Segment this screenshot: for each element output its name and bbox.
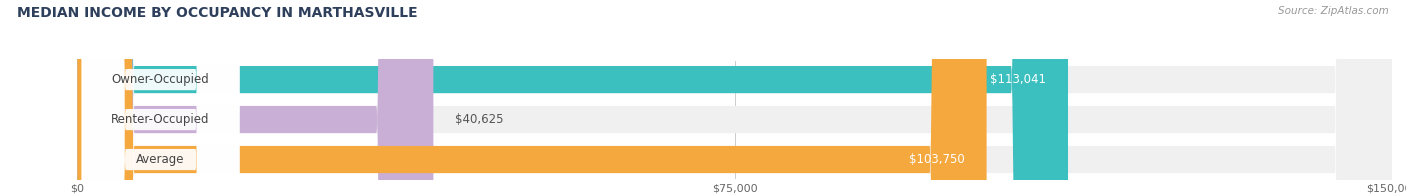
Text: $113,041: $113,041 <box>990 73 1046 86</box>
FancyBboxPatch shape <box>77 0 433 196</box>
FancyBboxPatch shape <box>82 0 239 196</box>
Text: $103,750: $103,750 <box>908 153 965 166</box>
FancyBboxPatch shape <box>77 0 1392 196</box>
Text: Average: Average <box>136 153 184 166</box>
Text: Renter-Occupied: Renter-Occupied <box>111 113 209 126</box>
FancyBboxPatch shape <box>77 0 1392 196</box>
FancyBboxPatch shape <box>77 0 1392 196</box>
Text: Source: ZipAtlas.com: Source: ZipAtlas.com <box>1278 6 1389 16</box>
Text: Owner-Occupied: Owner-Occupied <box>111 73 209 86</box>
Text: $40,625: $40,625 <box>456 113 503 126</box>
Text: MEDIAN INCOME BY OCCUPANCY IN MARTHASVILLE: MEDIAN INCOME BY OCCUPANCY IN MARTHASVIL… <box>17 6 418 20</box>
FancyBboxPatch shape <box>82 0 239 196</box>
FancyBboxPatch shape <box>82 0 239 196</box>
FancyBboxPatch shape <box>77 0 1069 196</box>
FancyBboxPatch shape <box>77 0 987 196</box>
